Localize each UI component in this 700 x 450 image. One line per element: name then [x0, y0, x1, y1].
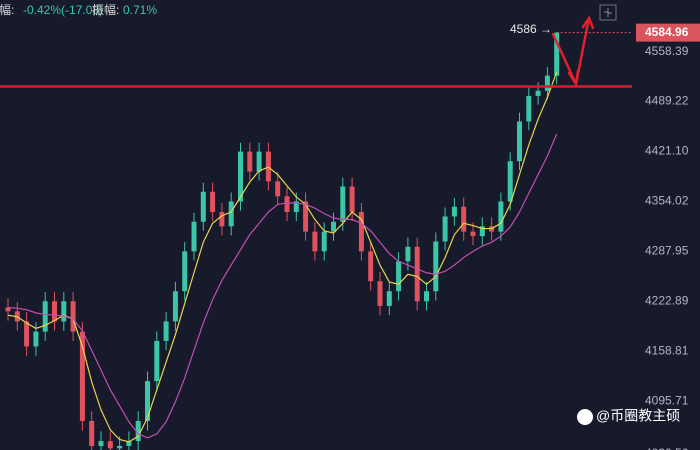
y-tick-label: 4095.71	[645, 393, 689, 407]
candle-body	[544, 75, 550, 91]
candle-body	[293, 201, 299, 212]
candle-body	[442, 216, 448, 242]
candle-body	[368, 251, 374, 282]
candle-body	[340, 186, 346, 222]
plot-area	[5, 31, 560, 450]
expand-icon-glyph	[604, 8, 612, 17]
candle-body	[414, 246, 420, 302]
y-tick-label: 4158.81	[645, 343, 689, 357]
watermark-icon	[577, 409, 593, 425]
candle-body	[117, 445, 123, 449]
candle-body	[42, 301, 48, 332]
candle-body	[5, 307, 11, 312]
moving-average-line	[7, 133, 558, 439]
y-tick-label: 4489.22	[645, 94, 689, 108]
candle-body	[554, 32, 560, 76]
candle-body	[79, 331, 85, 421]
candle-body	[191, 221, 197, 252]
candle-body	[33, 331, 39, 347]
candle-body	[498, 201, 504, 232]
candle-body	[238, 151, 243, 202]
candle-body	[256, 151, 262, 172]
candle-body	[331, 221, 336, 232]
candle-body	[284, 196, 290, 212]
candle-body	[247, 151, 253, 172]
candle-body	[526, 95, 532, 122]
candle-body	[358, 211, 364, 252]
candle-body	[126, 441, 132, 446]
candle-body	[182, 251, 188, 292]
candle-body	[377, 281, 383, 306]
candle-body	[210, 191, 216, 212]
candle-body	[228, 201, 234, 227]
candle-body	[200, 191, 206, 222]
amplitude-value: 0.71%	[123, 3, 157, 17]
candle-body	[405, 246, 411, 262]
last-price-tag	[636, 23, 700, 42]
candle-body	[145, 381, 150, 421]
candle-body	[172, 291, 178, 322]
candle-body	[24, 321, 30, 347]
drawn-arrows	[551, 15, 595, 88]
annotation: 4586 →	[510, 22, 552, 36]
y-tick-label: 4287.95	[645, 244, 689, 258]
candle-body	[52, 301, 57, 322]
candle-body	[479, 226, 485, 237]
y-tick-label: 4222.89	[645, 294, 689, 308]
candle-body	[98, 441, 104, 446]
last-price-label: 4584.96	[645, 25, 689, 39]
candle-body	[470, 231, 476, 237]
candle-body	[517, 121, 522, 162]
candle-body	[107, 441, 113, 449]
candle-body	[61, 301, 67, 322]
candle-body	[424, 291, 429, 302]
candle-body	[70, 301, 76, 332]
candle-body	[219, 211, 225, 227]
candle-body	[433, 241, 439, 292]
change-label: 幅:	[0, 2, 14, 17]
candle-body	[312, 231, 318, 252]
change-value: -0.42%(-17.08)	[23, 3, 103, 17]
candle-body	[349, 186, 355, 212]
candle-body	[321, 231, 327, 252]
y-tick-label: 4030.56	[645, 446, 689, 450]
candle-body	[396, 261, 402, 292]
amplitude-label: 振幅:	[92, 2, 119, 17]
candle-body	[154, 340, 160, 382]
candle-body	[507, 161, 513, 202]
candle-body	[135, 420, 141, 442]
candle-body	[89, 420, 95, 446]
moving-average-line	[7, 71, 558, 443]
candle-body	[163, 321, 169, 341]
candle-body	[265, 151, 271, 182]
candle-body	[275, 181, 281, 197]
candle-body	[303, 201, 309, 232]
candle-body	[535, 90, 541, 96]
candle-body	[386, 291, 392, 306]
y-tick-label: 4354.02	[645, 194, 689, 208]
watermark: @币圈教主硕	[596, 408, 680, 424]
candle-body	[451, 206, 457, 217]
y-tick-label: 4558.39	[645, 44, 689, 58]
expand-icon[interactable]	[599, 4, 617, 21]
candle-body	[461, 206, 467, 232]
y-tick-label: 4421.10	[645, 144, 689, 158]
